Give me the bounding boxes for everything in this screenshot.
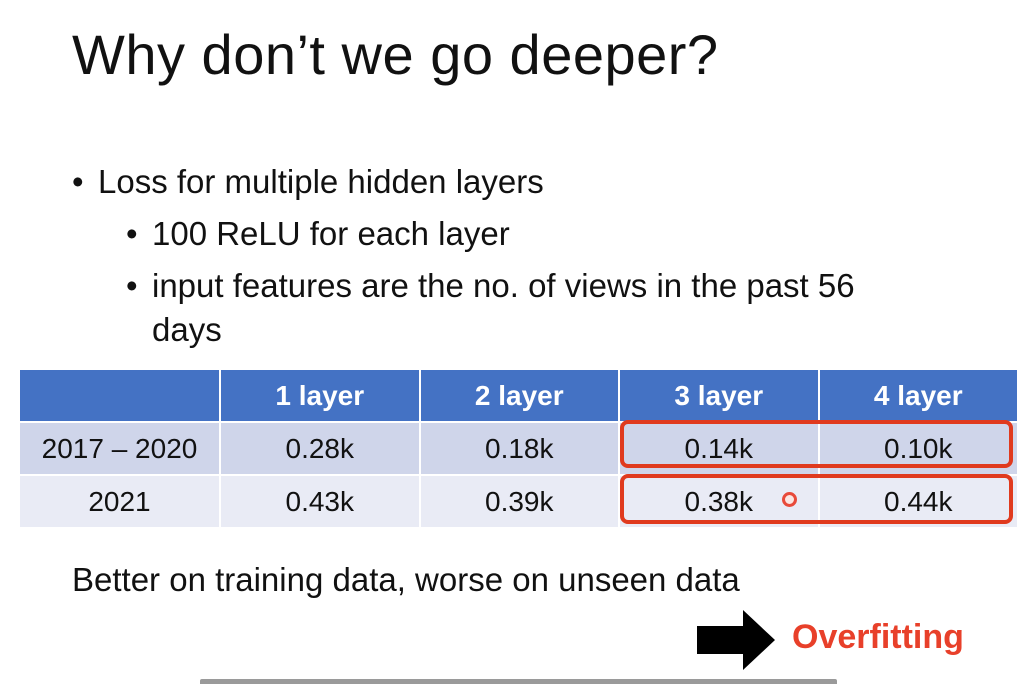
table-header-cell: 3 layer xyxy=(618,368,820,423)
bullet-text-continuation: days xyxy=(152,311,222,348)
bullet-text: Loss for multiple hidden layers xyxy=(98,163,544,200)
table-header-cell: 1 layer xyxy=(219,368,421,423)
bullet-dot: • xyxy=(72,163,84,200)
conclusion-text: Better on training data, worse on unseen… xyxy=(72,561,740,598)
bullet-text: input features are the no. of views in t… xyxy=(152,267,855,304)
table-header-cell: 2 layer xyxy=(418,368,620,423)
table-header-row: 1 layer 2 layer 3 layer 4 layer xyxy=(18,368,1019,423)
bullet-dot: • xyxy=(126,267,138,304)
row-label: 2017 – 2020 xyxy=(18,421,221,476)
overfitting-label: Overfitting xyxy=(792,618,964,656)
table-cell: 0.39k xyxy=(418,474,620,529)
bullet-relu: • 100 ReLU for each layer xyxy=(126,212,510,256)
table-row: 2021 0.43k 0.39k 0.38k 0.44k xyxy=(18,474,1019,529)
table-header-cell: 4 layer xyxy=(817,368,1019,423)
table-cell: 0.28k xyxy=(219,421,421,476)
loss-table: 1 layer 2 layer 3 layer 4 layer 2017 – 2… xyxy=(18,368,1019,529)
pointer-cursor-icon xyxy=(782,492,797,507)
bullet-loss: • Loss for multiple hidden layers xyxy=(72,160,544,204)
bullet-input-features: • input features are the no. of views in… xyxy=(126,264,855,308)
table-cell: 0.43k xyxy=(219,474,421,529)
video-progress-bar[interactable] xyxy=(200,679,837,684)
table-cell: 0.44k xyxy=(817,474,1019,529)
slide-title: Why don’t we go deeper? xyxy=(72,23,719,86)
table-cell: 0.18k xyxy=(418,421,620,476)
right-arrow-icon xyxy=(697,610,775,670)
table-header-cell xyxy=(18,368,221,423)
bullet-text: 100 ReLU for each layer xyxy=(152,215,510,252)
highlight-box-2017-2020 xyxy=(620,420,1013,468)
row-label: 2021 xyxy=(18,474,221,529)
highlight-box-2021 xyxy=(620,474,1013,524)
bullet-dot: • xyxy=(126,215,138,252)
